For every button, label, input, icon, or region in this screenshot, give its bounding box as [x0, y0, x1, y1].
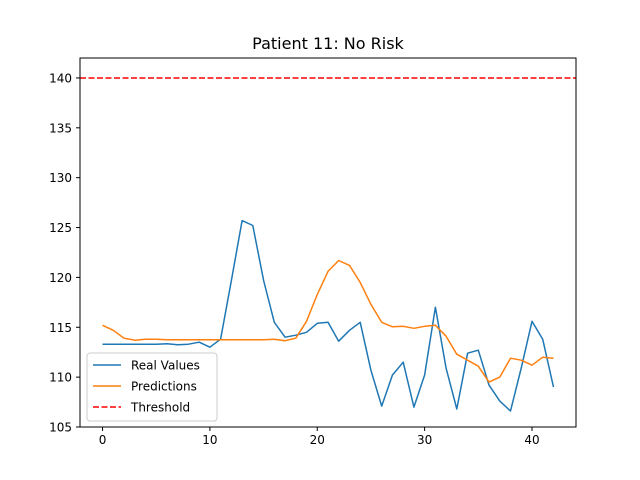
y-axis: 105 110 115 120 125 130 135 140: [49, 71, 80, 435]
plot-area: [80, 77, 576, 412]
legend-real-values-label: Real Values: [131, 359, 200, 373]
x-axis: 0 10 20 30 40: [99, 427, 540, 447]
y-tick-label: 135: [49, 121, 72, 135]
legend-predictions-label: Predictions: [131, 380, 197, 394]
y-tick-label: 140: [49, 71, 72, 85]
series-line-predictions: [102, 259, 554, 383]
legend-box: [86, 352, 218, 422]
y-tick-label: 105: [49, 421, 72, 435]
axes-frame: [79, 57, 577, 428]
series-line-real-values: [102, 219, 555, 412]
x-tick-label: 30: [417, 433, 432, 447]
y-tick-label: 120: [49, 271, 72, 285]
x-tick-label: 0: [99, 433, 107, 447]
legend-threshold-label: Threshold: [130, 401, 190, 415]
y-tick-label: 125: [49, 221, 72, 235]
x-tick-label: 20: [310, 433, 325, 447]
chart-title: Patient 11: No Risk: [252, 34, 404, 53]
y-tick-label: 130: [49, 171, 72, 185]
x-tick-label: 10: [202, 433, 217, 447]
x-tick-label: 40: [524, 433, 539, 447]
y-tick-label: 110: [49, 371, 72, 385]
y-tick-label: 115: [49, 321, 72, 335]
legend: Real Values Predictions Threshold: [86, 352, 218, 422]
